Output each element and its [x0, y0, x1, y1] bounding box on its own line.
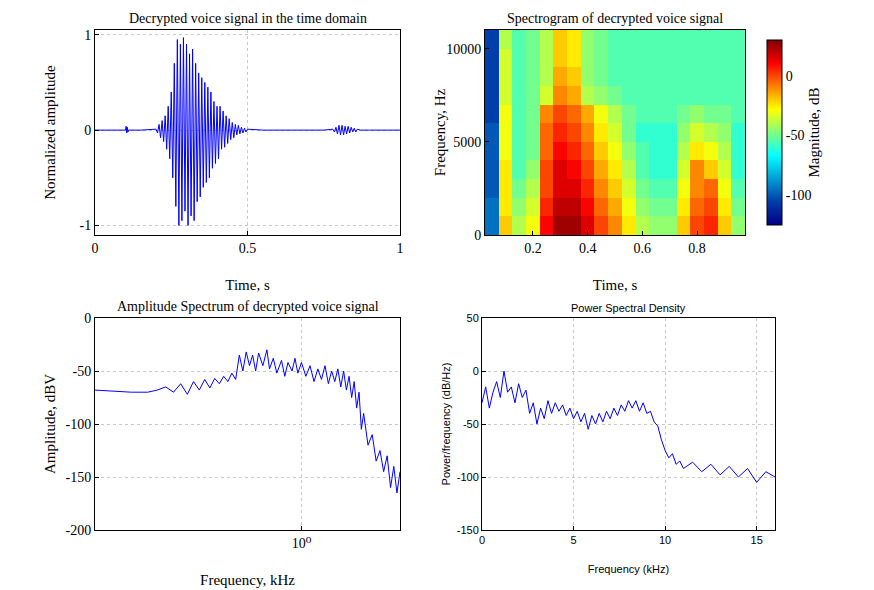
svg-text:Decrypted voice signal in the: Decrypted voice signal in the time domai… [129, 11, 367, 26]
svg-text:0.4: 0.4 [579, 241, 597, 256]
svg-text:-150: -150 [457, 524, 479, 536]
svg-text:Time, s: Time, s [593, 277, 638, 293]
svg-text:0.2: 0.2 [524, 241, 542, 256]
svg-text:0.6: 0.6 [634, 241, 652, 256]
svg-text:Frequency, Hz: Frequency, Hz [432, 88, 448, 176]
svg-text:10000: 10000 [446, 42, 481, 57]
svg-text:10: 10 [659, 534, 671, 546]
svg-text:-100: -100 [786, 188, 812, 203]
svg-text:Magnitude, dB: Magnitude, dB [806, 88, 822, 178]
svg-text:Amplitude Spectrum of decrypte: Amplitude Spectrum of decrypted voice si… [117, 299, 379, 314]
svg-text:0.8: 0.8 [688, 241, 706, 256]
svg-text:50: 50 [467, 312, 479, 324]
svg-text:-100: -100 [457, 471, 479, 483]
svg-text:-50: -50 [463, 418, 479, 430]
svg-text:-150: -150 [66, 470, 92, 485]
svg-text:0: 0 [479, 534, 485, 546]
svg-text:10⁰: 10⁰ [292, 536, 312, 551]
svg-text:Amplitude, dBV: Amplitude, dBV [42, 374, 58, 474]
svg-text:-200: -200 [66, 523, 92, 538]
svg-text:Normalized amplitude: Normalized amplitude [42, 65, 58, 200]
svg-text:Frequency (kHz): Frequency (kHz) [588, 563, 669, 575]
svg-text:15: 15 [751, 534, 763, 546]
svg-text:Time, s: Time, s [225, 277, 270, 293]
svg-text:-1: -1 [80, 218, 92, 233]
svg-text:Power Spectral Density: Power Spectral Density [571, 302, 686, 314]
svg-text:0: 0 [84, 311, 91, 326]
svg-text:Frequency, kHz: Frequency, kHz [200, 572, 295, 588]
svg-text:0: 0 [92, 241, 99, 256]
svg-text:1: 1 [84, 28, 91, 43]
svg-text:5000: 5000 [453, 135, 481, 150]
svg-text:-50: -50 [73, 364, 92, 379]
svg-text:Power/frequency (dB/Hz): Power/frequency (dB/Hz) [440, 363, 452, 486]
svg-text:0: 0 [474, 228, 481, 243]
svg-text:1: 1 [397, 241, 404, 256]
svg-text:Spectrogram of decrypted voice: Spectrogram of decrypted voice signal [507, 11, 723, 26]
svg-text:-100: -100 [66, 417, 92, 432]
svg-text:0: 0 [786, 69, 793, 84]
svg-text:0: 0 [84, 123, 91, 138]
svg-text:0.5: 0.5 [239, 241, 257, 256]
svg-text:5: 5 [570, 534, 576, 546]
svg-text:-50: -50 [786, 128, 805, 143]
svg-text:0: 0 [473, 365, 479, 377]
